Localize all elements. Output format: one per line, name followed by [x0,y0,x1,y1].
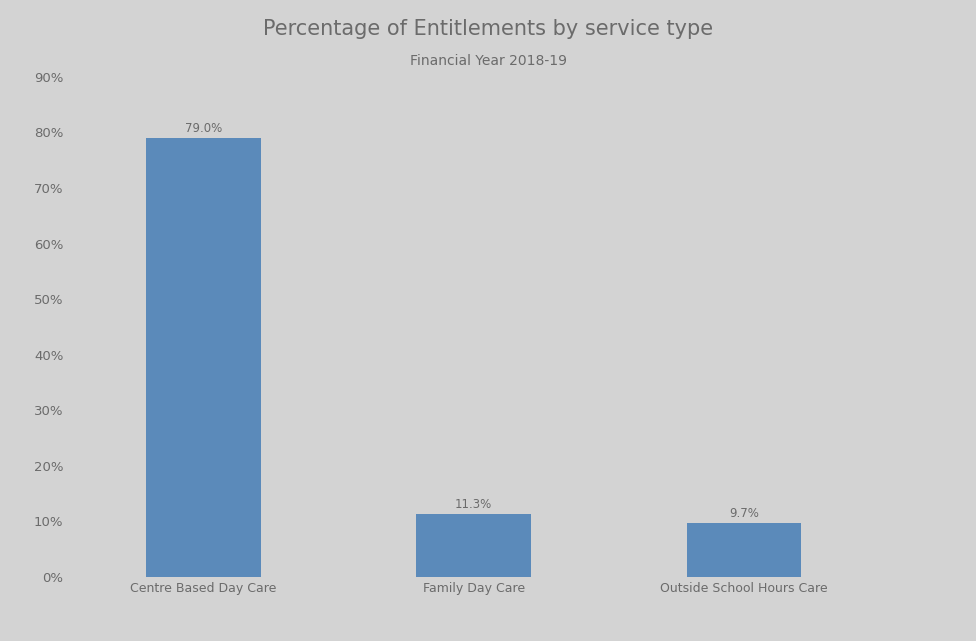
Text: 79.0%: 79.0% [184,122,223,135]
Text: 9.7%: 9.7% [729,506,759,520]
Text: Percentage of Entitlements by service type: Percentage of Entitlements by service ty… [263,19,713,39]
Bar [146,138,261,577]
Bar [417,514,531,577]
Text: 11.3%: 11.3% [455,498,492,511]
Text: Financial Year 2018-19: Financial Year 2018-19 [410,54,566,68]
Bar [686,523,801,577]
